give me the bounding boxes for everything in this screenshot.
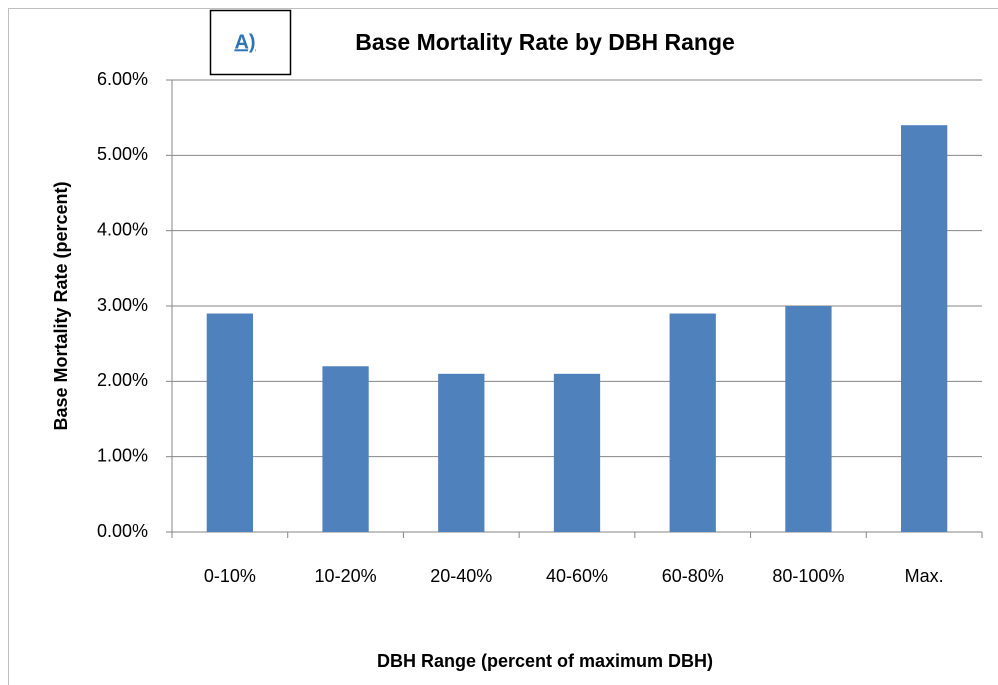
y-tick-label: 4.00% [97, 219, 148, 239]
bar [206, 313, 253, 532]
y-tick-label: 1.00% [97, 445, 148, 465]
y-tick-label: 2.00% [97, 370, 148, 390]
bar [901, 125, 948, 532]
x-tick-label: 60-80% [662, 566, 724, 586]
bar [669, 313, 716, 532]
y-tick-label: 6.00% [97, 69, 148, 89]
x-tick-label: Max. [905, 566, 944, 586]
y-axis-label: Base Mortality Rate (percent) [51, 181, 71, 430]
x-axis-label: DBH Range (percent of maximum DBH) [377, 651, 713, 671]
bar [438, 373, 485, 532]
x-tick-label: 10-20% [315, 566, 377, 586]
chart-title: Base Mortality Rate by DBH Range [355, 29, 735, 55]
x-tick-label: 40-60% [546, 566, 608, 586]
y-tick-label: 0.00% [97, 521, 148, 541]
x-tick-label: 80-100% [772, 566, 844, 586]
bar [785, 306, 832, 532]
y-tick-label: 3.00% [97, 295, 148, 315]
panel-box [209, 9, 292, 76]
chart-border [8, 8, 998, 685]
x-tick-label: 0-10% [204, 566, 256, 586]
panel-label: A) [234, 31, 255, 53]
y-tick-label: 5.00% [97, 144, 148, 164]
bar [322, 366, 369, 532]
x-tick-label: 20-40% [430, 566, 492, 586]
bar [553, 373, 601, 532]
